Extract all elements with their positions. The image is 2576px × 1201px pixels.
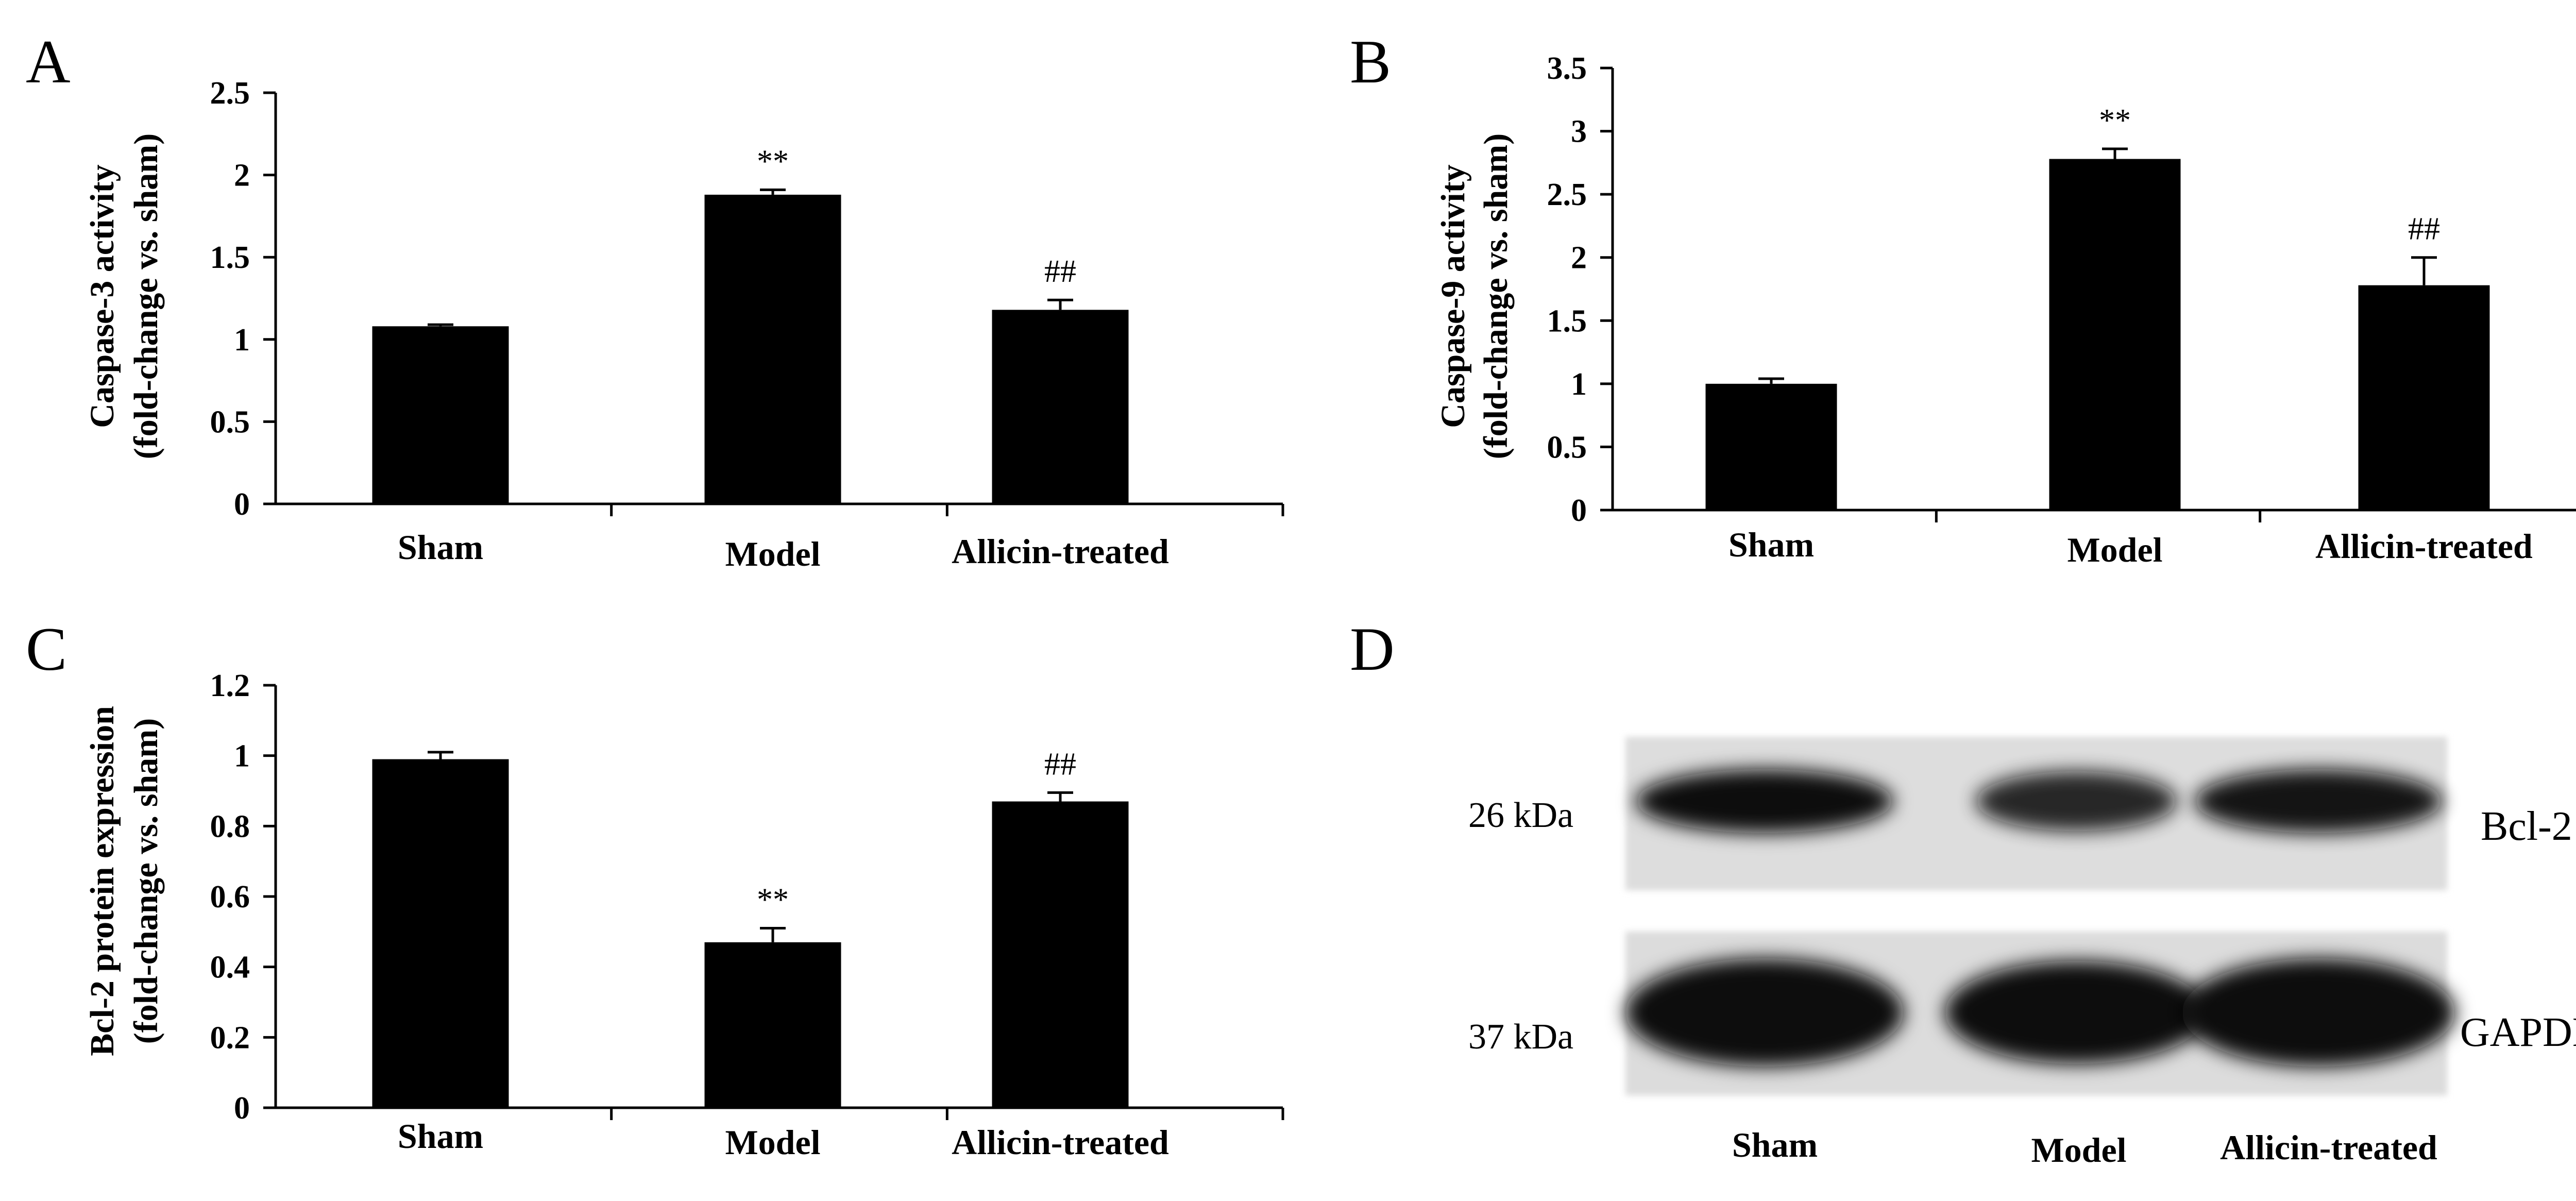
category-label-sham: Sham: [1728, 525, 1814, 564]
y-axis-label-line-2: (fold-change vs. sham): [1477, 133, 1515, 460]
y-tick-label: 2: [1571, 241, 1587, 276]
y-tick-label: 2.5: [210, 76, 250, 111]
blot-lane-label-sham: Sham: [1732, 1125, 1818, 1164]
blot-size-label-gapdh: 37 kDa: [1468, 1017, 1573, 1057]
category-label-model: Model: [2067, 530, 2162, 569]
y-tick-label: 0.8: [210, 809, 250, 844]
blot-lane-label-allicin-treated: Allicin-treated: [2220, 1128, 2437, 1167]
bar-sham: [372, 759, 509, 1108]
significance-label-model: **: [757, 883, 789, 918]
blot-lane-label-model: Model: [2031, 1130, 2126, 1170]
category-label-sham: Sham: [398, 1117, 483, 1156]
y-tick-label: 0.5: [1547, 430, 1587, 465]
bar-sham: [372, 326, 509, 504]
y-tick-label: 1.5: [1547, 303, 1587, 339]
band-bcl-2-model: [1976, 771, 2177, 831]
chart-caspase-9: 0 0.5 1 1.5 2 2.5 3 3.5 Sham ** Model ## Allicin-tre…: [1434, 51, 2576, 569]
y-axis-label-line-1: Bcl-2 protein expression: [83, 706, 121, 1056]
bar-model: [2049, 159, 2181, 510]
western-blot: 26 kDa 37 kDa Bcl-2 GAPDH Sham Model All…: [1468, 737, 2576, 1170]
y-tick-label: 2: [234, 158, 250, 193]
bar-sham: [1705, 383, 1837, 510]
category-label-allicin-treated: Allicin-treated: [2315, 527, 2533, 566]
y-tick-label: 1: [234, 323, 250, 358]
panel-letter-c: C: [26, 615, 67, 683]
category-label-model: Model: [725, 1123, 820, 1162]
blot-size-label-bcl-2: 26 kDa: [1468, 796, 1573, 835]
y-tick-label: 0.4: [210, 950, 250, 985]
y-tick-label: 0.5: [210, 404, 250, 439]
blot-protein-label-gapdh: GAPDH: [2460, 1010, 2576, 1055]
significance-label-model: **: [757, 144, 789, 179]
category-label-allicin-treated: Allicin-treated: [952, 532, 1169, 571]
panel-letter-b: B: [1350, 27, 1391, 96]
significance-label-allicin-treated: ##: [1044, 254, 1076, 289]
blot-protein-label-bcl-2: Bcl-2: [2481, 804, 2572, 849]
y-tick-label: 2.5: [1547, 177, 1587, 212]
chart-caspase-3: 0 0.5 1 1.5 2 2.5 Sham ** Model ## Allicin-treated…: [83, 76, 1284, 573]
band-bcl-2-allicin-treated: [2195, 769, 2442, 833]
category-label-model: Model: [725, 534, 820, 573]
y-tick-label: 1.5: [210, 240, 250, 275]
panel-letter-d: D: [1350, 615, 1395, 683]
y-tick-label: 0: [234, 1091, 250, 1126]
band-bcl-2-sham: [1636, 769, 1893, 833]
bar-allicin-treated: [992, 310, 1129, 504]
y-axis-label-line-1: Caspase-9 activity: [1434, 164, 1472, 428]
y-axis-label-line-2: (fold-change vs. sham): [127, 133, 165, 460]
bar-allicin-treated: [2358, 285, 2490, 510]
y-tick-label: 0: [1571, 493, 1587, 528]
category-label-allicin-treated: Allicin-treated: [952, 1123, 1169, 1162]
significance-label-allicin-treated: ##: [2408, 212, 2440, 247]
y-tick-label: 0: [234, 487, 250, 522]
y-tick-label: 1: [234, 739, 250, 774]
panel-letter-a: A: [26, 27, 71, 96]
chart-bcl-2: 0 0.2 0.4 0.6 0.8 1 1.2 Sham ** Model ## Allicin-tr…: [83, 668, 1284, 1162]
band-gapdh-model: [1945, 961, 2208, 1064]
y-tick-label: 1: [1571, 367, 1587, 402]
significance-label-model: **: [2099, 103, 2131, 138]
y-tick-label: 0.6: [210, 879, 250, 915]
y-tick-label: 3.5: [1547, 51, 1587, 86]
significance-label-allicin-treated: ##: [1044, 747, 1076, 782]
y-tick-label: 1.2: [210, 668, 250, 703]
y-tick-label: 0.2: [210, 1020, 250, 1055]
band-gapdh-allicin-treated: [2182, 958, 2455, 1067]
band-gapdh-sham: [1625, 958, 1904, 1067]
bar-model: [704, 194, 841, 504]
y-tick-label: 3: [1571, 114, 1587, 149]
y-axis-label-line-1: Caspase-3 activity: [83, 164, 121, 428]
y-axis-label-line-2: (fold-change vs. sham): [127, 718, 165, 1044]
category-label-sham: Sham: [398, 528, 483, 567]
bar-model: [704, 942, 841, 1108]
bar-allicin-treated: [992, 801, 1129, 1108]
